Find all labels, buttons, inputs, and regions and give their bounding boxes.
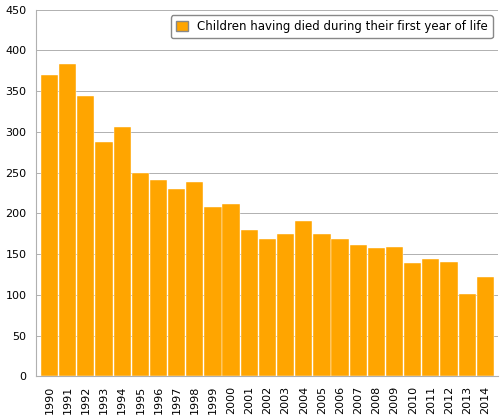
Bar xyxy=(332,239,349,376)
Bar xyxy=(168,189,185,376)
Bar xyxy=(277,234,294,376)
Bar xyxy=(440,262,458,376)
Bar xyxy=(222,204,240,376)
Bar xyxy=(59,64,76,376)
Bar xyxy=(295,220,312,376)
Bar xyxy=(186,182,204,376)
Bar xyxy=(77,96,94,376)
Bar xyxy=(386,247,403,376)
Bar xyxy=(95,142,113,376)
Bar xyxy=(132,173,149,376)
Bar xyxy=(459,294,476,376)
Bar xyxy=(240,231,258,376)
Bar xyxy=(422,259,439,376)
Bar xyxy=(150,180,167,376)
Bar xyxy=(259,239,276,376)
Legend: Children having died during their first year of life: Children having died during their first … xyxy=(171,16,492,38)
Bar xyxy=(368,248,385,376)
Bar xyxy=(350,245,367,376)
Bar xyxy=(41,75,58,376)
Bar xyxy=(477,277,494,376)
Bar xyxy=(204,207,222,376)
Bar xyxy=(404,263,421,376)
Bar xyxy=(313,234,331,376)
Bar xyxy=(113,127,131,376)
